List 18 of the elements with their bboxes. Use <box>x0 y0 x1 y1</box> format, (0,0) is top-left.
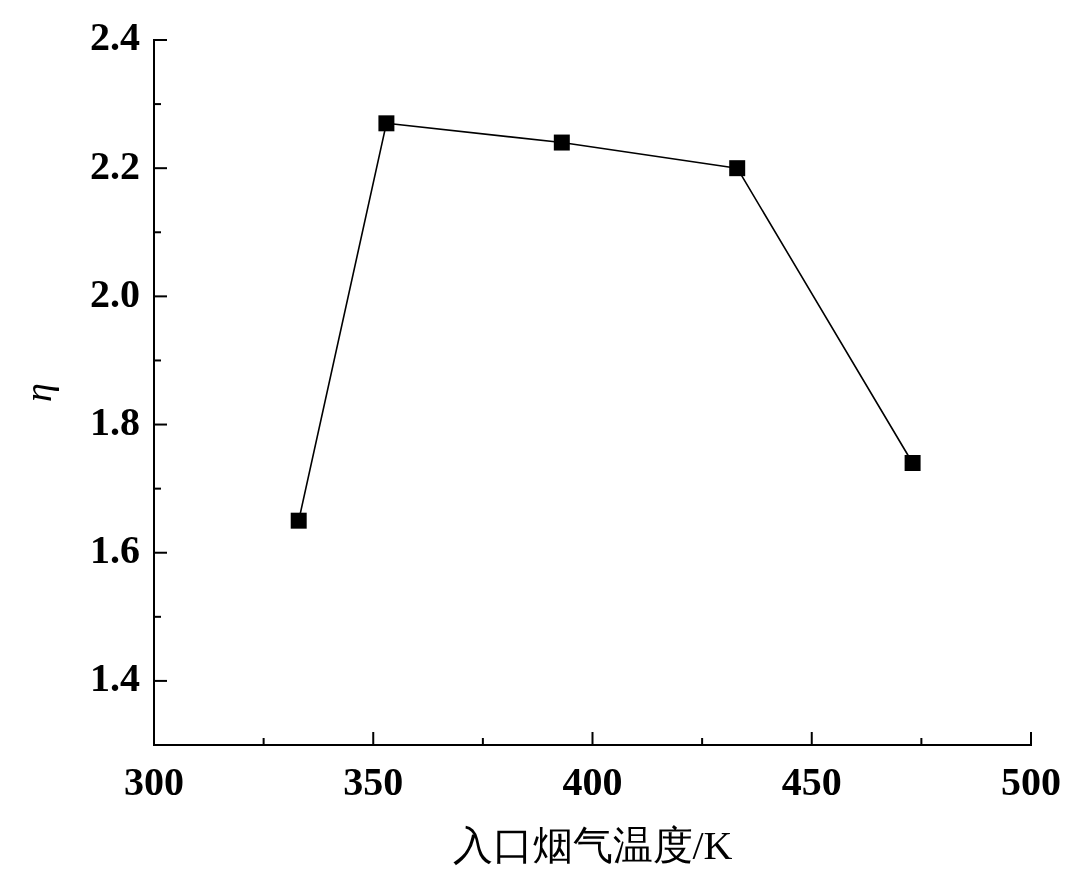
x-tick-label: 500 <box>1001 759 1061 805</box>
y-tick-label: 1.8 <box>90 398 140 444</box>
x-tick-label: 450 <box>781 759 842 805</box>
y-tick-label: 2.2 <box>90 142 140 188</box>
y-tick-label: 2.0 <box>90 270 140 316</box>
y-tick-label: 1.6 <box>90 527 140 573</box>
y-tick-label: 1.4 <box>90 655 140 701</box>
x-axis-title: 入口烟气温度/K <box>452 822 733 868</box>
point <box>378 115 395 132</box>
point <box>904 455 921 471</box>
x-tick-label: 350 <box>343 759 404 805</box>
x-tick-label: 400 <box>562 759 623 805</box>
y-axis-title: η <box>16 383 59 402</box>
point <box>290 512 307 529</box>
y-tick-label: 2.4 <box>90 14 140 60</box>
point <box>553 134 570 151</box>
point <box>729 160 746 177</box>
x-tick-label: 300 <box>124 759 184 805</box>
